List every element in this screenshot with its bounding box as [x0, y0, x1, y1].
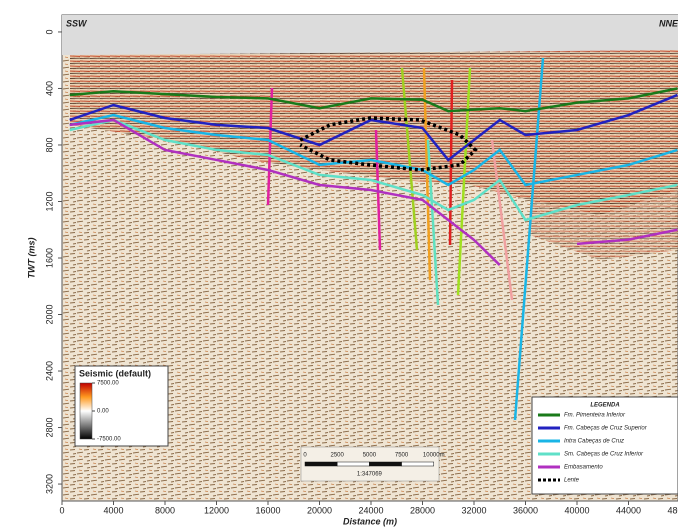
- scalebar-label: 5000: [363, 453, 377, 459]
- scalebar-label: 2500: [331, 453, 345, 459]
- legend-label: Fm. Pimenteira Inferior: [564, 413, 626, 419]
- scalebar-segment: [369, 461, 402, 467]
- x-tick-label: 36000: [513, 505, 538, 515]
- fault: [456, 67, 472, 296]
- legend-label: Fm. Cabeças de Cruz Superior: [564, 426, 648, 432]
- colorbar-gradient: [79, 382, 93, 440]
- y-tick-label: 1200: [44, 191, 54, 211]
- legend-label: Lente: [564, 478, 580, 484]
- x-tick-label: 8000: [155, 505, 175, 515]
- horizon-line: [69, 87, 678, 113]
- scalebar-label: 10000m: [423, 453, 445, 459]
- legend-box: [531, 396, 678, 495]
- x-tick-label: 12000: [204, 505, 229, 515]
- scalebar: 0 2500 5000 7500 10000m 1:347069: [300, 446, 445, 482]
- scalebar-label: 0: [303, 453, 307, 459]
- fault: [374, 129, 382, 251]
- x-tick-label: 32000: [461, 505, 486, 515]
- y-tick-label: 3200: [44, 474, 54, 494]
- x-tick-label: 40000: [564, 505, 589, 515]
- scalebar-label: 7500: [395, 453, 409, 459]
- horizon-line: [576, 228, 678, 246]
- x-tick-label: 44000: [616, 505, 641, 515]
- x-tick-label: 20000: [307, 505, 332, 515]
- y-tick-label: 2800: [44, 418, 54, 438]
- horizon-line: [69, 118, 501, 266]
- colorbar: Seismic (default) 7500.00 0.00 -7500.00: [74, 365, 169, 447]
- x-tick-label: 0: [59, 505, 64, 515]
- y-tick-label: 2000: [44, 304, 54, 324]
- colorbar-tick-label: 7500.00: [97, 381, 119, 387]
- x-axis-label: Distance (m): [343, 516, 397, 526]
- x-tick-label: 24000: [358, 505, 383, 515]
- horizon-line: [69, 93, 678, 162]
- x-tick-label: 28000: [410, 505, 435, 515]
- legend-title: LEGENDA: [590, 403, 619, 409]
- fault: [266, 87, 274, 206]
- colorbar-title: Seismic (default): [79, 368, 151, 378]
- seismic-texture: [62, 15, 678, 260]
- scalebar-ratio: 1:347069: [357, 472, 383, 478]
- y-tick-label: 800: [44, 137, 54, 152]
- scalebar-segment: [304, 461, 338, 467]
- y-tick-label: 2400: [44, 361, 54, 381]
- horizon-line: [69, 118, 678, 222]
- legend-label: Sm. Cabeças de Cruz Inferior: [564, 452, 644, 458]
- direction-right: NNE: [659, 18, 678, 28]
- x-tick-label: 16000: [255, 505, 280, 515]
- fault: [426, 139, 440, 306]
- x-tick-label: 48000: [667, 505, 678, 515]
- fault: [513, 57, 545, 421]
- legend-label: Intra Cabeças de Cruz: [564, 439, 624, 445]
- scalebar-segment: [336, 461, 370, 467]
- reflector-band: [70, 50, 678, 215]
- top-band: [62, 15, 678, 55]
- horizons: [69, 87, 678, 266]
- y-tick-label: 1600: [44, 248, 54, 268]
- colorbar-tick-label: -7500.00: [97, 437, 121, 443]
- y-tick-label: 400: [44, 81, 54, 96]
- y-axis-label: TWT (ms): [26, 238, 36, 279]
- horizon-line: [299, 116, 478, 172]
- legend: LEGENDA Fm. Pimenteira Inferior Fm. Cabeç…: [531, 396, 678, 495]
- legend-label: Embasamento: [564, 465, 603, 471]
- x-tick-label: 4000: [103, 505, 123, 515]
- scalebar-segment: [401, 461, 434, 467]
- direction-left: SSW: [66, 18, 88, 28]
- fault: [490, 139, 514, 301]
- colorbar-tick-label: 0.00: [97, 409, 109, 415]
- y-tick-label: 0: [44, 29, 54, 34]
- fault: [448, 79, 454, 246]
